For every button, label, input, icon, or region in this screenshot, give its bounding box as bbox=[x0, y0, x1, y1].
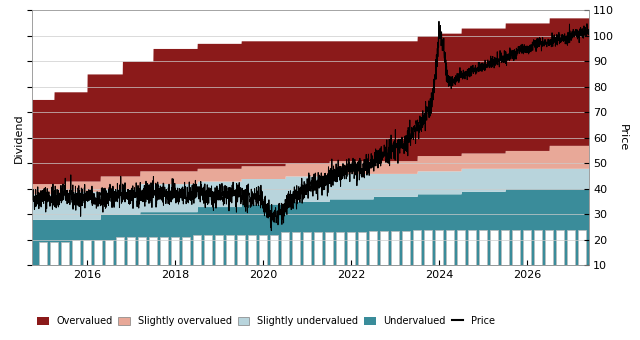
Legend: Overvalued, Slightly overvalued, Slightly undervalued, Undervalued, Price: Overvalued, Slightly overvalued, Slightl… bbox=[37, 316, 495, 326]
Bar bbox=[248, 235, 256, 265]
Bar bbox=[447, 230, 454, 265]
Bar bbox=[61, 242, 68, 265]
Bar bbox=[545, 230, 553, 265]
Bar bbox=[403, 231, 410, 265]
Bar bbox=[380, 231, 388, 265]
Bar bbox=[513, 230, 520, 265]
Bar bbox=[259, 235, 267, 265]
Bar bbox=[127, 237, 135, 265]
Bar bbox=[568, 230, 575, 265]
Bar bbox=[149, 237, 157, 265]
Y-axis label: Price: Price bbox=[618, 124, 628, 151]
Bar bbox=[479, 230, 487, 265]
Bar bbox=[106, 240, 113, 265]
Bar bbox=[94, 240, 102, 265]
Bar bbox=[556, 230, 564, 265]
Y-axis label: Dividend: Dividend bbox=[14, 113, 24, 163]
Bar bbox=[72, 240, 80, 265]
Bar bbox=[292, 232, 300, 265]
Bar bbox=[270, 235, 278, 265]
Bar bbox=[435, 230, 443, 265]
Bar bbox=[172, 237, 179, 265]
Bar bbox=[392, 231, 399, 265]
Bar bbox=[424, 230, 432, 265]
Bar bbox=[468, 230, 476, 265]
Bar bbox=[579, 230, 586, 265]
Bar bbox=[325, 232, 333, 265]
Bar bbox=[369, 231, 377, 265]
Bar bbox=[116, 237, 124, 265]
Bar bbox=[215, 235, 223, 265]
Bar bbox=[227, 235, 234, 265]
Bar bbox=[358, 232, 366, 265]
Bar bbox=[193, 235, 201, 265]
Bar bbox=[138, 237, 146, 265]
Bar bbox=[83, 240, 91, 265]
Bar bbox=[413, 230, 421, 265]
Bar bbox=[314, 232, 322, 265]
Bar bbox=[501, 230, 509, 265]
Bar bbox=[337, 232, 344, 265]
Bar bbox=[39, 242, 47, 265]
Bar bbox=[348, 232, 355, 265]
Bar bbox=[458, 230, 465, 265]
Bar bbox=[160, 237, 168, 265]
Bar bbox=[490, 230, 498, 265]
Bar bbox=[303, 232, 311, 265]
Bar bbox=[524, 230, 531, 265]
Bar bbox=[237, 235, 245, 265]
Bar bbox=[282, 232, 289, 265]
Bar bbox=[182, 237, 190, 265]
Bar bbox=[204, 235, 212, 265]
Bar bbox=[51, 242, 58, 265]
Bar bbox=[534, 230, 542, 265]
